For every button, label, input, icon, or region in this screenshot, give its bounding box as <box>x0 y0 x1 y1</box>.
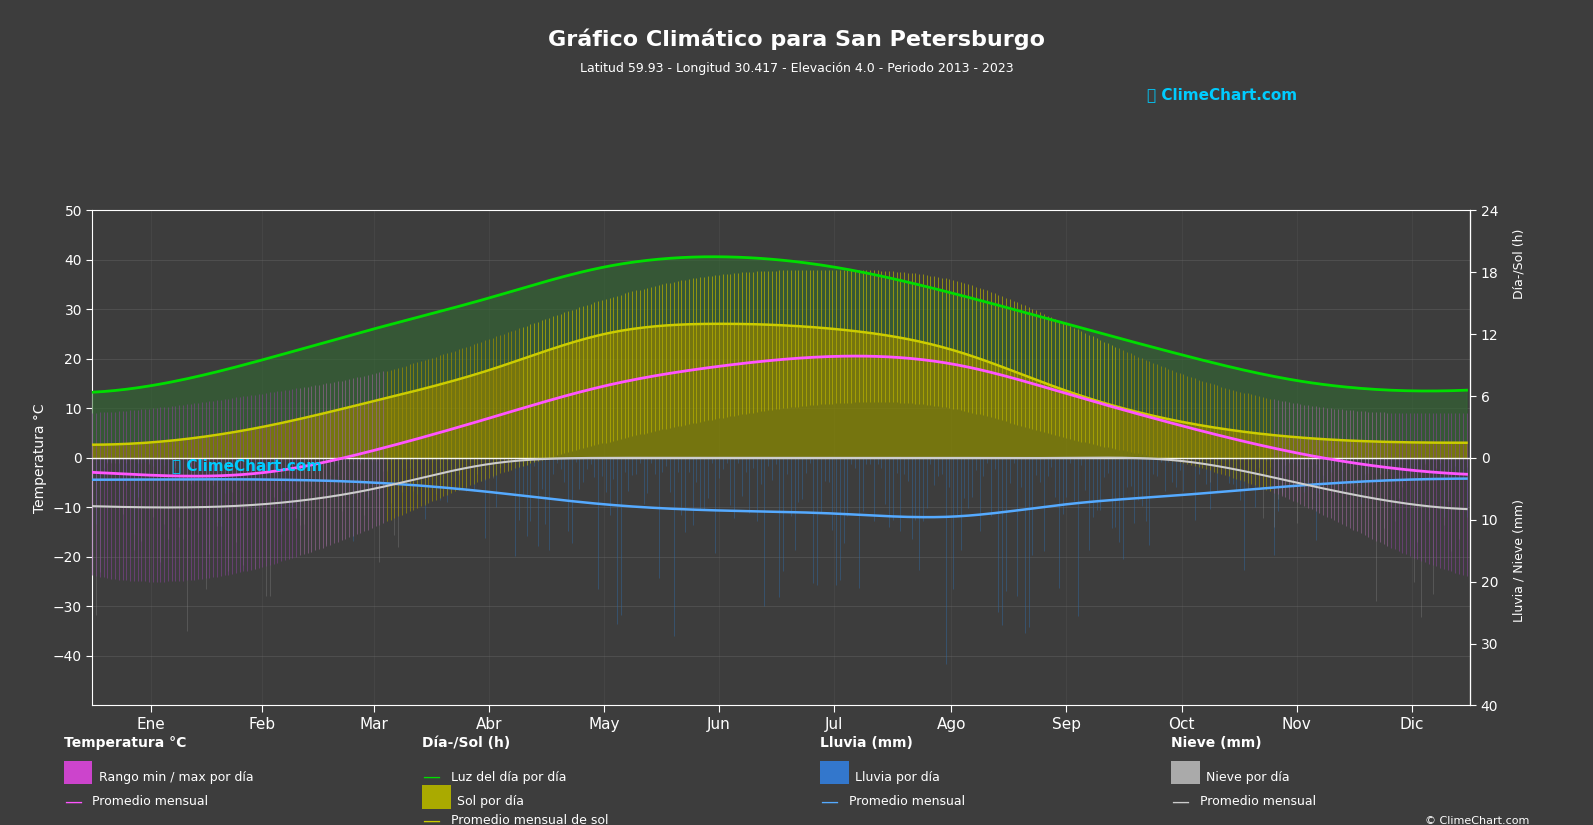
Text: Sol por día: Sol por día <box>457 795 524 808</box>
Text: Nieve (mm): Nieve (mm) <box>1171 736 1262 750</box>
Text: Nieve por día: Nieve por día <box>1206 771 1289 784</box>
Text: Promedio mensual: Promedio mensual <box>849 795 965 808</box>
Text: —: — <box>422 812 440 825</box>
Text: Rango min / max por día: Rango min / max por día <box>99 771 253 784</box>
Text: Luz del día por día: Luz del día por día <box>451 771 567 784</box>
Text: —: — <box>820 793 838 811</box>
Text: Lluvia por día: Lluvia por día <box>855 771 940 784</box>
Text: © ClimeChart.com: © ClimeChart.com <box>1424 816 1529 825</box>
Text: 🌐 ClimeChart.com: 🌐 ClimeChart.com <box>1147 87 1297 102</box>
Text: —: — <box>422 768 440 786</box>
Text: Día-/Sol (h): Día-/Sol (h) <box>1512 229 1526 299</box>
Text: —: — <box>1171 793 1188 811</box>
Y-axis label: Temperatura °C: Temperatura °C <box>33 403 48 512</box>
Text: Lluvia (mm): Lluvia (mm) <box>820 736 913 750</box>
Text: Promedio mensual: Promedio mensual <box>92 795 209 808</box>
Text: Latitud 59.93 - Longitud 30.417 - Elevación 4.0 - Periodo 2013 - 2023: Latitud 59.93 - Longitud 30.417 - Elevac… <box>580 62 1013 75</box>
Text: Promedio mensual de sol: Promedio mensual de sol <box>451 814 609 825</box>
Text: Gráfico Climático para San Petersburgo: Gráfico Climático para San Petersburgo <box>548 29 1045 50</box>
Text: 🌐 ClimeChart.com: 🌐 ClimeChart.com <box>172 459 322 474</box>
Text: Promedio mensual: Promedio mensual <box>1200 795 1316 808</box>
Text: Lluvia / Nieve (mm): Lluvia / Nieve (mm) <box>1512 499 1526 623</box>
Text: —: — <box>64 793 81 811</box>
Text: Día-/Sol (h): Día-/Sol (h) <box>422 736 510 750</box>
Text: Temperatura °C: Temperatura °C <box>64 736 186 750</box>
